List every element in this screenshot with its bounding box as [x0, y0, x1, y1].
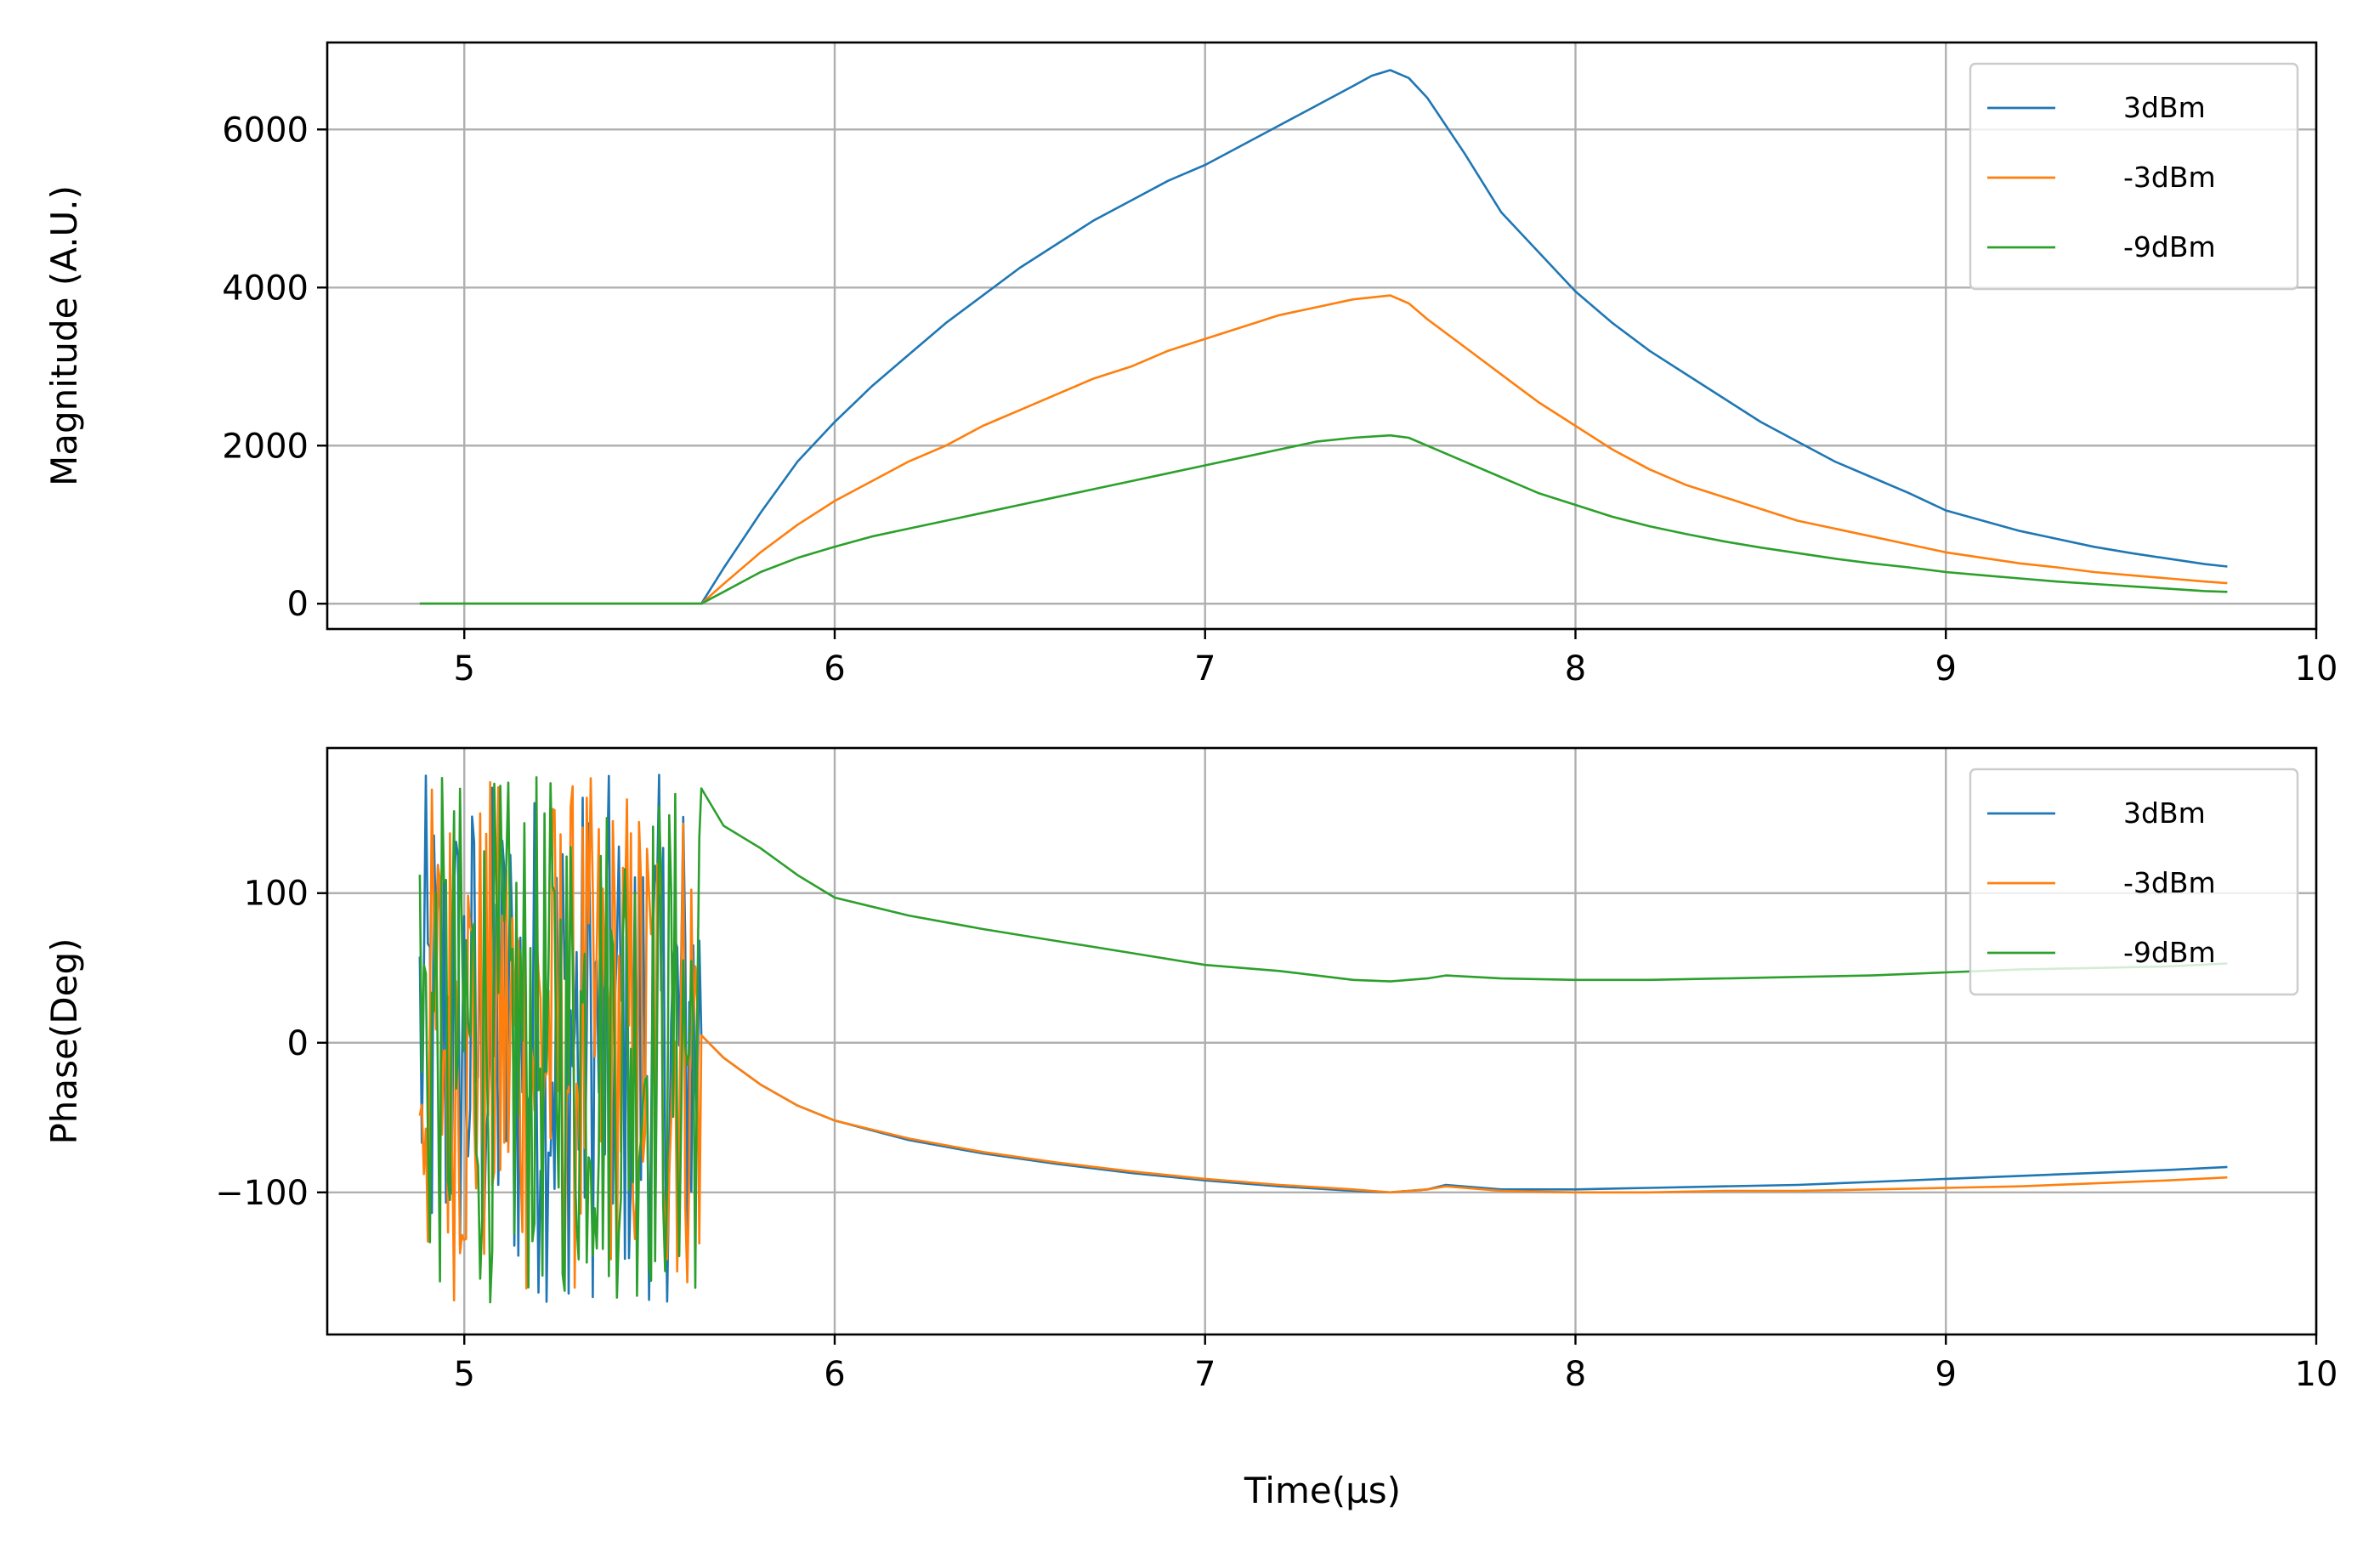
- series-line--3dBm: [419, 294, 2228, 605]
- x-tick-label: 8: [1565, 649, 1586, 688]
- legend-label: -3dBm: [2123, 161, 2216, 194]
- axes-frame: [326, 746, 2318, 1336]
- legend-label: -9dBm: [2123, 230, 2216, 264]
- x-tick-label: 9: [1935, 649, 1957, 688]
- legend-box: [1969, 768, 2299, 996]
- y-tick-label: 6000: [222, 110, 309, 150]
- legend-label: 3dBm: [2123, 91, 2206, 124]
- x-tick-label: 10: [2295, 649, 2338, 688]
- x-tick-label: 10: [2295, 1355, 2338, 1394]
- y-tick-label: 4000: [222, 269, 309, 308]
- x-tick-label: 6: [824, 1355, 845, 1394]
- legend-label: -3dBm: [2123, 866, 2216, 899]
- phase-panel: 5 6 7 8 9 10 100 0 −100 Phase(Deg) 3dBm -3dBm -9dBm: [43, 746, 2338, 1394]
- x-tick-label: 5: [454, 649, 475, 688]
- series-line--9dBm: [418, 776, 2228, 1304]
- y-tick-label: 100: [244, 875, 309, 914]
- x-tick-label: 8: [1565, 1355, 1586, 1394]
- x-tick-label: 7: [1194, 1355, 1216, 1394]
- y-tick-label: 0: [287, 1024, 309, 1063]
- y-tick-label: −100: [215, 1174, 309, 1213]
- magnitude-panel: 5 6 7 8 9 10 0 2000 4000 6000 Magnitude (A.U.) 3dBm…: [43, 41, 2338, 688]
- x-tick-label: 9: [1935, 1355, 1957, 1394]
- y-tick-label: 0: [287, 585, 309, 624]
- axes-frame: [326, 41, 2318, 631]
- legend-box: [1969, 62, 2299, 291]
- y-tick-label: 2000: [222, 427, 309, 466]
- legend-label: -9dBm: [2123, 936, 2216, 969]
- x-tick-label: 7: [1194, 649, 1216, 688]
- x-tick-label: 6: [824, 649, 845, 688]
- legend: 3dBm -3dBm -9dBm: [1969, 768, 2299, 996]
- series-line--3dBm: [418, 777, 2228, 1302]
- legend-label: 3dBm: [2123, 796, 2206, 830]
- x-axis-label: Time(µs): [1244, 1470, 1401, 1511]
- y-axis-label: Phase(Deg): [43, 938, 85, 1144]
- legend: 3dBm -3dBm -9dBm: [1969, 62, 2299, 291]
- series-line--9dBm: [419, 434, 2228, 605]
- series-line-3dBm: [419, 69, 2228, 605]
- y-axis-label: Magnitude (A.U.): [43, 185, 85, 486]
- x-tick-label: 5: [454, 1355, 475, 1394]
